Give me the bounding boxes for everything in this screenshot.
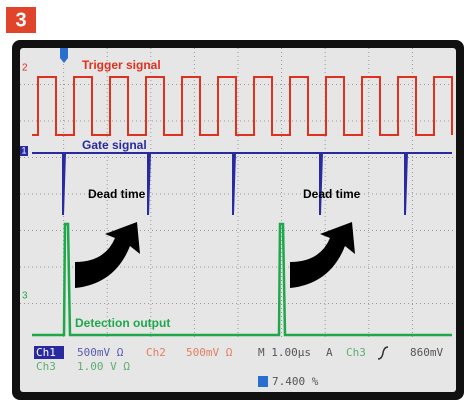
ch2-scale: 500mV Ω — [186, 346, 233, 359]
ch1-box — [34, 346, 64, 359]
trigger-label: Trigger signal — [82, 58, 161, 72]
trigger-source: Ch3 — [346, 346, 366, 359]
slope-icon — [377, 346, 389, 360]
ch2: Ch2 — [146, 346, 166, 359]
detection-label: Detection output — [75, 316, 170, 330]
percent: 7.400 % — [272, 375, 319, 388]
ch3: Ch3 — [36, 360, 56, 373]
timebase: M 1.00µs — [258, 346, 311, 359]
channel-marker: 3 — [22, 291, 28, 302]
ch3-scale: 1.00 V Ω — [77, 360, 130, 373]
detection-waveform — [32, 222, 452, 337]
trigger-level: 860mV — [410, 346, 443, 359]
channel-marker: 2 — [22, 63, 28, 74]
trigger-waveform — [32, 76, 453, 136]
ch1: Ch1 — [36, 346, 56, 359]
arrow — [75, 222, 140, 288]
trigger-position-marker — [60, 48, 68, 63]
trigger-icon — [258, 376, 268, 387]
trigger-mode: A — [326, 346, 333, 359]
channel-marker-box — [20, 146, 28, 156]
gate-label: Gate signal — [82, 138, 147, 152]
dead-time-label: Dead time — [88, 187, 146, 201]
arrow — [290, 222, 355, 288]
badge: 3 — [15, 9, 26, 31]
gate-waveform — [32, 152, 452, 216]
channel-marker: 1 — [21, 145, 26, 155]
ch1-scale: 500mV Ω — [77, 346, 124, 359]
badge-box — [6, 7, 36, 33]
dead-time-label: Dead time — [303, 187, 361, 201]
